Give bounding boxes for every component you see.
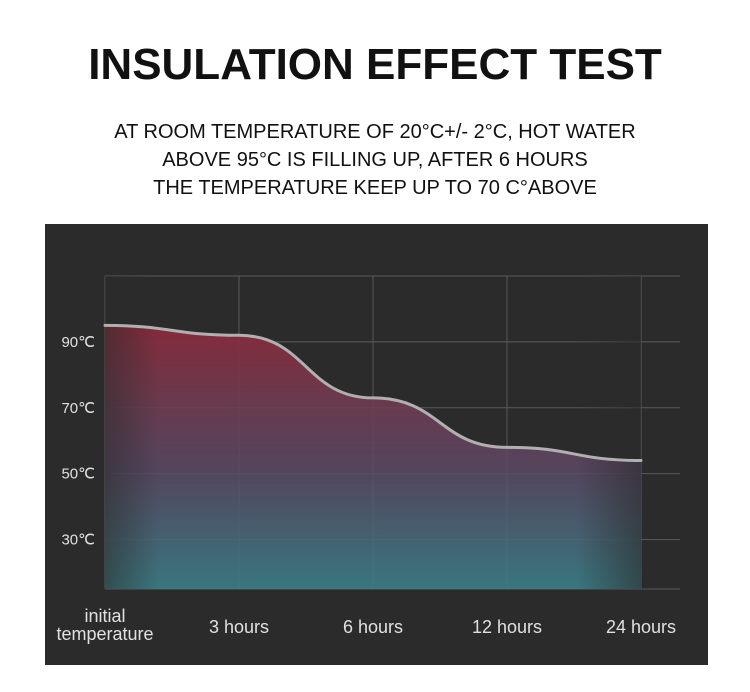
area-layer <box>103 276 643 589</box>
x-tick-label-3: 12 hours <box>472 617 542 637</box>
x-tick-label-0-line-1: temperature <box>56 624 153 644</box>
y-tick-label-0: 90℃ <box>61 334 95 351</box>
y-tick-label-1: 70℃ <box>61 400 95 417</box>
x-tick-label-0-line-0: initial <box>84 606 125 626</box>
x-tick-label-2: 6 hours <box>343 617 403 637</box>
page-title: INSULATION EFFECT TEST <box>88 40 662 89</box>
y-tick-label-2: 50℃ <box>61 466 95 483</box>
subtitle-line-1: AT ROOM TEMPERATURE OF 20°C+/- 2°C, HOT … <box>114 121 636 143</box>
x-tick-label-1: 3 hours <box>209 617 269 637</box>
edge-fade-overlay <box>105 276 641 589</box>
chart-panel: 90℃ 70℃ 50℃ 30℃ initial temperature 3 hours 6 … <box>45 224 708 665</box>
subtitle-line-2: ABOVE 95°C IS FILLING UP, AFTER 6 HOURS <box>162 149 588 171</box>
y-tick-labels: 90℃ 70℃ 50℃ 30℃ <box>61 334 95 549</box>
subtitle-line-3: THE TEMPERATURE KEEP UP TO 70 C°ABOVE <box>153 177 597 199</box>
y-tick-label-3: 30℃ <box>61 532 95 549</box>
x-tick-label-4: 24 hours <box>606 617 676 637</box>
